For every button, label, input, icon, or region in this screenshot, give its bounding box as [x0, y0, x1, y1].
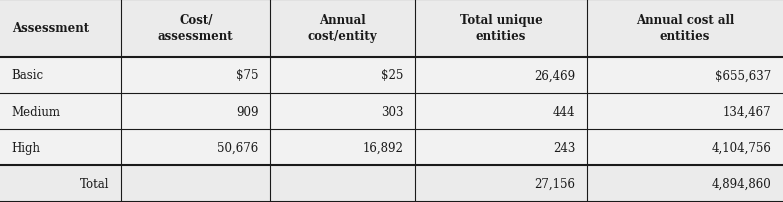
Bar	[121, 165, 270, 202]
Text: 50,676: 50,676	[217, 141, 258, 154]
Text: Basic: Basic	[12, 69, 44, 82]
Bar	[0, 129, 121, 165]
Bar	[270, 129, 415, 165]
Bar	[0, 165, 121, 202]
Bar	[587, 94, 783, 129]
Bar	[0, 0, 121, 58]
Bar	[587, 58, 783, 94]
Text: 444: 444	[553, 105, 576, 118]
Text: 16,892: 16,892	[363, 141, 403, 154]
Bar	[121, 129, 270, 165]
Text: Total: Total	[80, 177, 110, 190]
Bar	[121, 0, 270, 58]
Text: 909: 909	[236, 105, 258, 118]
Bar	[270, 94, 415, 129]
Text: Medium: Medium	[12, 105, 61, 118]
Text: 4,104,756: 4,104,756	[712, 141, 771, 154]
Bar	[587, 129, 783, 165]
Text: Cost/
assessment: Cost/ assessment	[158, 14, 233, 43]
Bar	[587, 165, 783, 202]
Bar	[415, 58, 587, 94]
Bar	[270, 165, 415, 202]
Text: Total unique
entities: Total unique entities	[460, 14, 543, 43]
Bar	[415, 165, 587, 202]
Bar	[415, 129, 587, 165]
Text: 27,156: 27,156	[535, 177, 576, 190]
Text: 4,894,860: 4,894,860	[712, 177, 771, 190]
Text: 134,467: 134,467	[723, 105, 771, 118]
Text: $655,637: $655,637	[715, 69, 771, 82]
Text: $75: $75	[236, 69, 258, 82]
Text: 26,469: 26,469	[534, 69, 576, 82]
Bar	[270, 0, 415, 58]
Bar	[121, 94, 270, 129]
Text: $25: $25	[381, 69, 403, 82]
Text: 303: 303	[381, 105, 403, 118]
Text: High: High	[12, 141, 41, 154]
Bar	[270, 58, 415, 94]
Text: 243: 243	[553, 141, 576, 154]
Bar	[415, 94, 587, 129]
Bar	[0, 94, 121, 129]
Bar	[415, 0, 587, 58]
Text: Assessment: Assessment	[12, 22, 88, 35]
Text: Annual cost all
entities: Annual cost all entities	[636, 14, 734, 43]
Text: Annual
cost/entity: Annual cost/entity	[308, 14, 377, 43]
Bar	[0, 58, 121, 94]
Bar	[587, 0, 783, 58]
Bar	[121, 58, 270, 94]
